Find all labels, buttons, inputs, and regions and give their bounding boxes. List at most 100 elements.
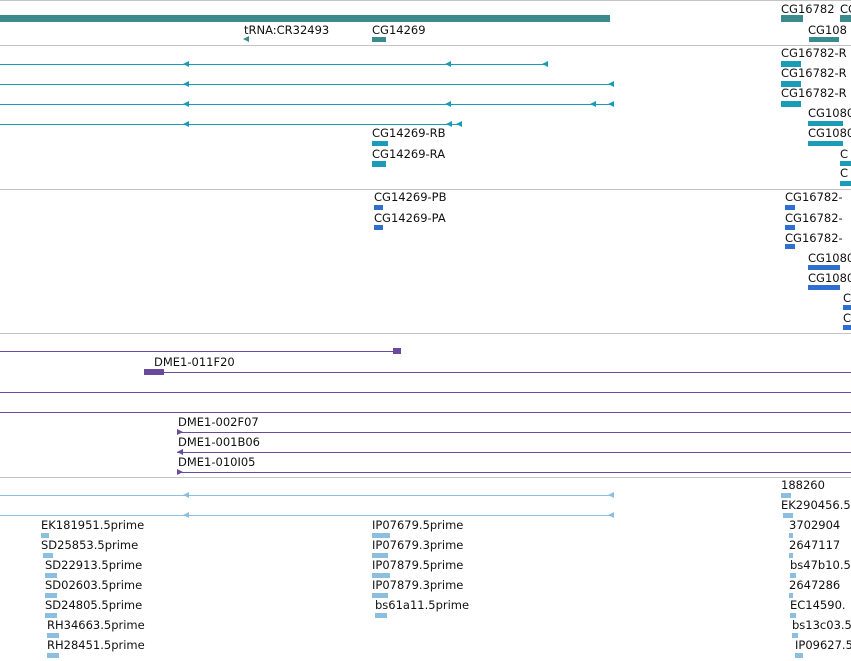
gene-label[interactable]: CG16782 — [781, 2, 835, 16]
est-line[interactable] — [0, 495, 614, 496]
est-label[interactable]: 2647286 — [789, 578, 841, 592]
gene-label[interactable]: CG14269 — [372, 23, 426, 37]
est-label[interactable]: EK290456.5 — [781, 498, 851, 512]
transcript-block[interactable] — [781, 101, 801, 107]
clone-line[interactable] — [144, 372, 851, 373]
clone-line[interactable] — [177, 432, 851, 433]
transcript-block[interactable] — [808, 121, 843, 126]
est-label[interactable]: 3702904 — [789, 518, 841, 532]
transcript-line[interactable] — [0, 124, 462, 125]
transcript-block-CG14269-RB[interactable] — [372, 141, 388, 146]
est-label[interactable]: SD25853.5prime — [41, 538, 139, 552]
est-block[interactable] — [789, 553, 793, 558]
est-block[interactable] — [45, 593, 57, 598]
clone-line[interactable] — [0, 412, 851, 413]
cds-label[interactable]: CG14269-PA — [374, 211, 446, 225]
cds-label[interactable]: C — [843, 291, 851, 305]
transcript-label[interactable]: CG1080 — [808, 106, 851, 120]
gene-feature-CG14269[interactable] — [372, 37, 386, 42]
transcript-block[interactable] — [808, 141, 843, 146]
transcript-line[interactable] — [0, 104, 614, 105]
est-block[interactable] — [789, 593, 793, 598]
est-block[interactable] — [47, 633, 59, 638]
est-block[interactable] — [43, 553, 53, 558]
est-label[interactable]: RH34663.5prime — [47, 618, 145, 632]
gene-feature-CG108[interactable] — [809, 37, 839, 42]
clone-label[interactable]: DME1-002F07 — [178, 415, 259, 429]
gene-label[interactable]: CG — [840, 2, 851, 16]
clone-line[interactable] — [177, 472, 851, 473]
cds-block[interactable] — [808, 265, 840, 270]
transcript-label[interactable]: CG16782-R — [781, 66, 847, 80]
est-label[interactable]: IP09627.5 — [795, 638, 851, 652]
trna-arrow-icon[interactable] — [243, 36, 249, 42]
transcript-block[interactable] — [781, 61, 801, 67]
transcript-block-CG14269-RA[interactable] — [372, 161, 386, 167]
est-block[interactable] — [45, 573, 57, 578]
est-block[interactable] — [372, 573, 390, 578]
est-block[interactable] — [781, 493, 791, 498]
est-label[interactable]: bs13c03.5 — [792, 618, 851, 632]
cds-label[interactable]: CG16782- — [785, 190, 843, 204]
transcript-block[interactable] — [840, 181, 851, 186]
est-block[interactable] — [375, 613, 387, 618]
transcript-label[interactable]: CG16782-R — [781, 86, 847, 100]
est-block[interactable] — [789, 533, 793, 538]
transcript-label[interactable]: CG14269-RA — [372, 147, 446, 161]
cds-block[interactable] — [808, 285, 840, 290]
cds-block[interactable] — [843, 305, 851, 310]
est-block[interactable] — [372, 553, 388, 558]
cds-label[interactable]: CG1080 — [808, 251, 851, 265]
est-label[interactable]: EC14590. — [790, 598, 846, 612]
est-label[interactable]: bs61a11.5prime — [375, 598, 470, 612]
est-label[interactable]: SD24805.5prime — [45, 598, 143, 612]
est-label[interactable]: 188260 — [781, 478, 825, 492]
cds-label[interactable]: CG16782- — [785, 231, 843, 245]
transcript-line[interactable] — [0, 64, 548, 65]
est-label[interactable]: IP07679.3prime — [372, 538, 464, 552]
transcript-label[interactable]: CG1080 — [808, 126, 851, 140]
est-block[interactable] — [790, 613, 796, 618]
cds-block[interactable] — [785, 244, 795, 249]
est-label[interactable]: IP07679.5prime — [372, 518, 464, 532]
est-label[interactable]: RH28451.5prime — [47, 638, 145, 652]
gene-feature-right[interactable] — [840, 15, 851, 22]
transcript-label[interactable]: C — [840, 147, 849, 161]
est-block[interactable] — [372, 593, 388, 598]
clone-label[interactable]: DME1-001B06 — [178, 435, 260, 449]
est-block[interactable] — [372, 533, 390, 538]
cds-label[interactable]: CG14269-PB — [374, 190, 447, 204]
transcript-label[interactable]: CG14269-RB — [372, 126, 446, 140]
clone-label[interactable]: DME1-011F20 — [154, 355, 235, 369]
est-line[interactable] — [0, 515, 614, 516]
est-block[interactable] — [47, 653, 59, 658]
est-label[interactable]: IP07879.3prime — [372, 578, 464, 592]
est-block[interactable] — [795, 653, 803, 658]
est-label[interactable]: bs47b10.5 — [790, 558, 851, 572]
est-label[interactable]: EK181951.5prime — [41, 518, 145, 532]
est-label[interactable]: SD02603.5prime — [45, 578, 143, 592]
clone-line[interactable] — [0, 351, 400, 352]
cds-block-CG14269-PB[interactable] — [374, 205, 383, 210]
cds-block[interactable] — [785, 225, 795, 230]
est-block[interactable] — [45, 613, 57, 618]
clone-line[interactable] — [177, 452, 851, 453]
gene-feature-CG16782[interactable] — [781, 15, 803, 22]
cds-label[interactable]: CG1080 — [808, 271, 851, 285]
transcript-block[interactable] — [781, 81, 801, 87]
transcript-label[interactable]: C — [840, 166, 849, 180]
clone-end[interactable] — [393, 348, 401, 354]
cds-block[interactable] — [785, 205, 795, 210]
transcript-label[interactable]: CG16782-R — [781, 46, 847, 60]
est-block[interactable] — [41, 533, 49, 538]
gene-label[interactable]: tRNA:CR32493 — [244, 23, 330, 37]
est-label[interactable]: SD22913.5prime — [45, 558, 143, 572]
cds-block-CG14269-PA[interactable] — [374, 225, 383, 230]
est-block[interactable] — [783, 513, 793, 518]
cds-label[interactable]: C — [843, 311, 851, 325]
gene-label[interactable]: CG108 — [808, 23, 847, 37]
clone-line[interactable] — [0, 392, 851, 393]
transcript-line[interactable] — [0, 84, 614, 85]
est-block[interactable] — [792, 633, 798, 638]
est-block[interactable] — [790, 573, 796, 578]
